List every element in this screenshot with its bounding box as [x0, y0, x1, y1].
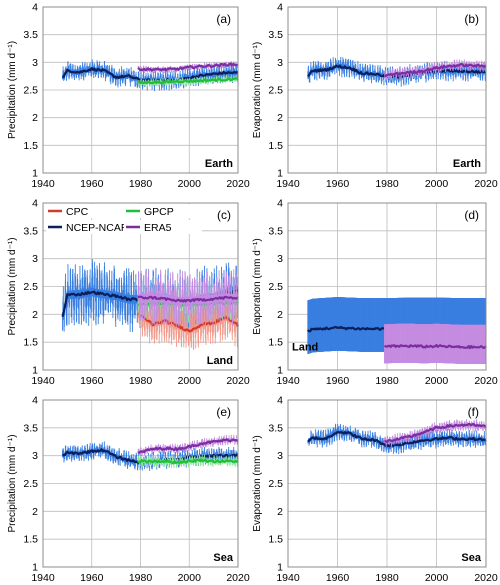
y-tick-label: 1	[277, 168, 283, 180]
x-tick-label: 1980	[129, 178, 153, 190]
region-label: Earth	[453, 158, 481, 170]
y-tick-label: 2	[32, 112, 38, 124]
y-tick-label: 4	[277, 2, 283, 14]
x-tick-label: 2020	[226, 178, 250, 190]
series-line	[384, 62, 487, 78]
series-line	[62, 66, 239, 83]
y-tick-label: 2.5	[23, 85, 38, 97]
chart-panel: 1 1.5 2 2.5 3 3.5 4 1940 1960 1980 2000 2020 Precipi…	[7, 2, 250, 191]
x-tick-label: 2000	[425, 178, 449, 190]
x-tick-label: 2020	[474, 178, 498, 190]
x-tick-label: 1960	[326, 178, 350, 190]
plot-frame	[42, 6, 239, 174]
x-tick-label: 1960	[80, 178, 104, 190]
x-tick-label: 1940	[31, 178, 55, 190]
y-tick-label: 1.5	[268, 140, 283, 152]
y-tick-label: 3	[32, 57, 38, 69]
y-axis-label: Evaporation (mm d⁻¹)	[252, 42, 263, 138]
chart-panel: 1 1.5 2 2.5 3 3.5 4 1940 1960 1980 2000 2020 Evapora…	[252, 2, 498, 191]
x-tick-label: 2000	[178, 178, 202, 190]
y-tick-label: 3	[277, 57, 283, 69]
series-line	[137, 77, 239, 85]
panel-label: (a)	[216, 12, 231, 26]
plot-frame	[287, 6, 487, 174]
y-tick-label: 1.5	[23, 140, 38, 152]
region-label: Earth	[205, 158, 233, 170]
series-line	[137, 62, 239, 72]
y-axis-label: Precipitation (mm d⁻¹)	[7, 41, 18, 139]
y-tick-label: 2	[277, 112, 283, 124]
x-tick-label: 1940	[276, 178, 300, 190]
y-tick-label: 1	[32, 168, 38, 180]
y-tick-label: 4	[32, 2, 38, 14]
y-tick-label: 3.5	[23, 29, 38, 41]
y-tick-label: 2.5	[268, 85, 283, 97]
panel-label: (b)	[464, 12, 479, 26]
y-tick-label: 3.5	[268, 29, 283, 41]
x-tick-label: 1980	[375, 178, 399, 190]
